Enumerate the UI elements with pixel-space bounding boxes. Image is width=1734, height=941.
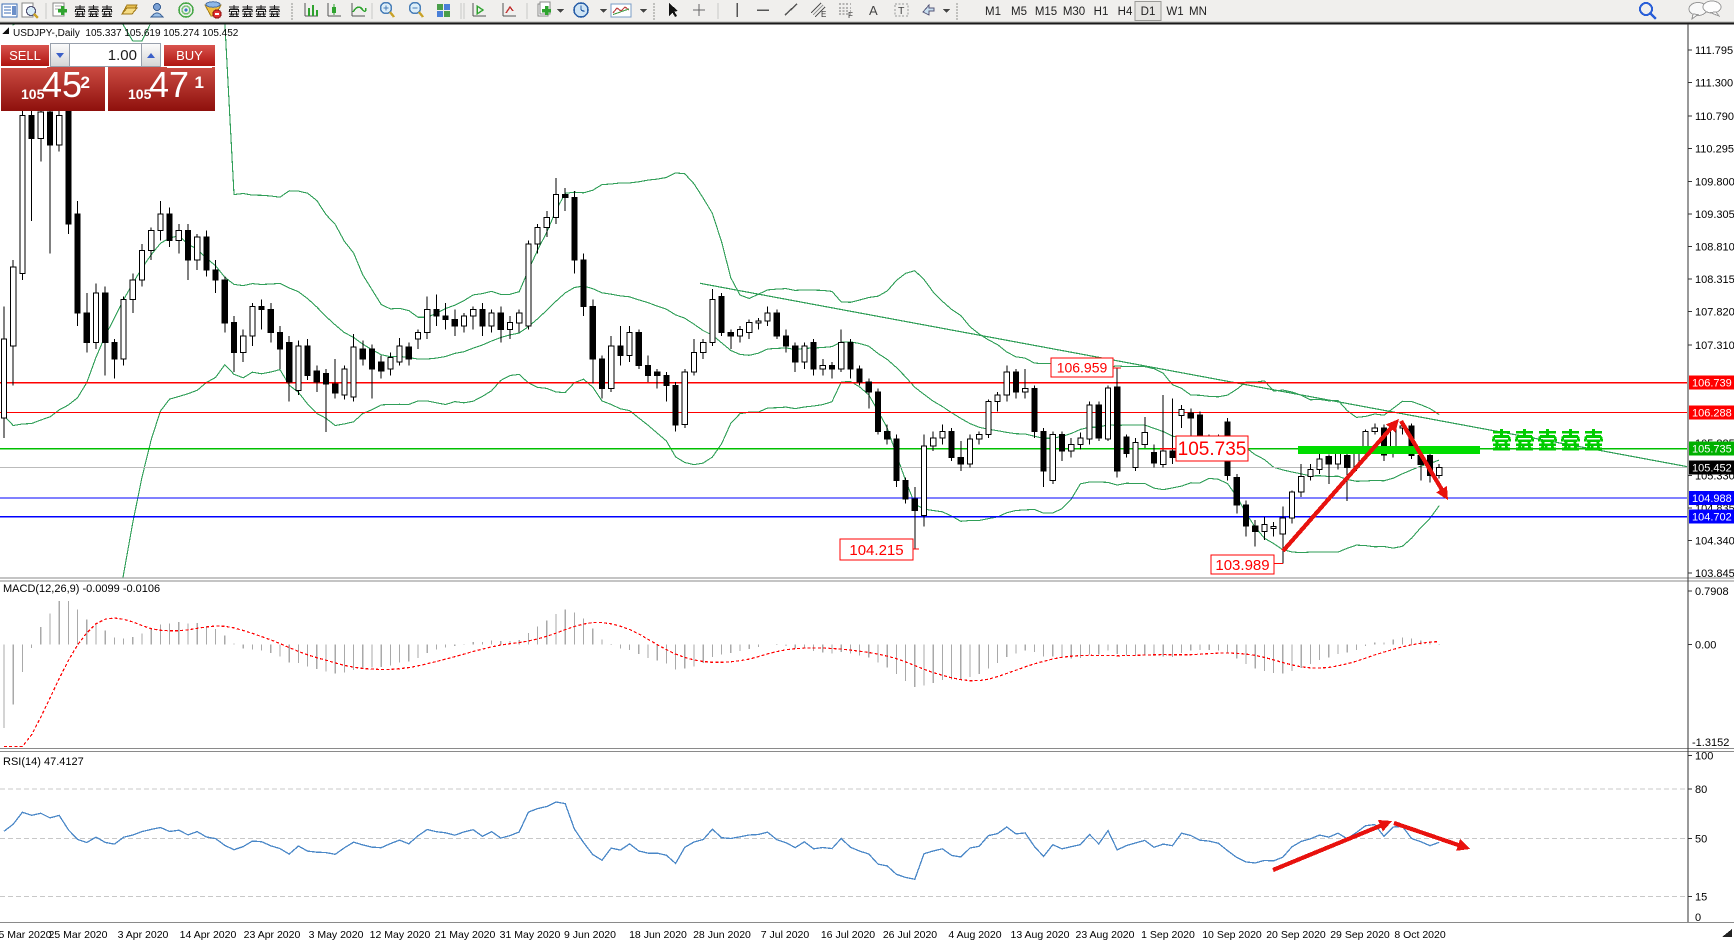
svg-text:104.702: 104.702 (1692, 512, 1732, 524)
svg-text:105.452: 105.452 (1692, 462, 1732, 474)
svg-text:18 Jun 2020: 18 Jun 2020 (629, 929, 687, 941)
svg-text:29 Sep 2020: 29 Sep 2020 (1330, 929, 1390, 941)
svg-text:103.845: 103.845 (1695, 568, 1734, 580)
svg-text:H4: H4 (1118, 6, 1133, 18)
svg-text:1 Sep 2020: 1 Sep 2020 (1141, 929, 1195, 941)
svg-text:31 May 2020: 31 May 2020 (500, 929, 561, 941)
svg-text:100: 100 (1695, 751, 1713, 763)
svg-text:107.310: 107.310 (1695, 340, 1734, 352)
svg-text:D1: D1 (1141, 6, 1156, 18)
svg-text:E: E (821, 10, 826, 19)
svg-text:14 Apr 2020: 14 Apr 2020 (180, 929, 237, 941)
svg-text:104.340: 104.340 (1695, 536, 1734, 548)
svg-text:26 Jul 2020: 26 Jul 2020 (883, 929, 937, 941)
svg-text:3 May 2020: 3 May 2020 (309, 929, 364, 941)
svg-text:103.989: 103.989 (1215, 557, 1269, 574)
svg-text:108.810: 108.810 (1695, 241, 1734, 253)
svg-text:-1.3152: -1.3152 (1692, 737, 1729, 749)
svg-text:107.820: 107.820 (1695, 307, 1734, 319)
svg-text:0.00: 0.00 (1695, 640, 1716, 652)
svg-text:H1: H1 (1094, 6, 1109, 18)
svg-text:T: T (898, 5, 905, 17)
svg-text:RSI(14) 47.4127: RSI(14) 47.4127 (3, 756, 84, 768)
svg-text:M30: M30 (1063, 6, 1085, 18)
svg-text:7 Jul 2020: 7 Jul 2020 (761, 929, 810, 941)
svg-text:M15: M15 (1035, 6, 1057, 18)
svg-text:21 May 2020: 21 May 2020 (435, 929, 496, 941)
svg-text:20 Sep 2020: 20 Sep 2020 (1266, 929, 1326, 941)
svg-text:105.735: 105.735 (1178, 439, 1247, 460)
svg-text:110.790: 110.790 (1695, 111, 1734, 123)
svg-text:0.7908: 0.7908 (1695, 586, 1729, 598)
svg-text:106.288: 106.288 (1692, 407, 1732, 419)
svg-text:10 Sep 2020: 10 Sep 2020 (1202, 929, 1262, 941)
svg-text:M5: M5 (1011, 6, 1027, 18)
svg-text:4 Aug 2020: 4 Aug 2020 (948, 929, 1001, 941)
svg-text:23 Aug 2020: 23 Aug 2020 (1076, 929, 1135, 941)
svg-text:50: 50 (1695, 834, 1707, 846)
svg-text:13 Aug 2020: 13 Aug 2020 (1011, 929, 1070, 941)
svg-text:M1: M1 (985, 6, 1001, 18)
svg-text:3 Apr 2020: 3 Apr 2020 (118, 929, 169, 941)
svg-text:111.300: 111.300 (1695, 78, 1733, 90)
svg-text:109.305: 109.305 (1695, 209, 1734, 221)
svg-text:25 Mar 2020: 25 Mar 2020 (49, 929, 108, 941)
svg-text:F: F (848, 11, 853, 20)
svg-text:A: A (869, 3, 878, 18)
svg-text:8 Oct 2020: 8 Oct 2020 (1394, 929, 1446, 941)
svg-text:105.735: 105.735 (1692, 444, 1732, 456)
svg-text:MACD(12,26,9) -0.0099 -0.0106: MACD(12,26,9) -0.0099 -0.0106 (3, 583, 160, 595)
svg-text:0: 0 (1695, 912, 1701, 924)
svg-text:28 Jun 2020: 28 Jun 2020 (693, 929, 751, 941)
svg-text:MN: MN (1189, 6, 1207, 18)
svg-text:23 Apr 2020: 23 Apr 2020 (244, 929, 301, 941)
svg-text:80: 80 (1695, 784, 1707, 796)
svg-text:106.739: 106.739 (1692, 378, 1732, 390)
svg-text:12 May 2020: 12 May 2020 (370, 929, 431, 941)
svg-text:5 Mar 2020: 5 Mar 2020 (0, 929, 52, 941)
svg-text:16 Jul 2020: 16 Jul 2020 (821, 929, 875, 941)
svg-text:9 Jun 2020: 9 Jun 2020 (564, 929, 616, 941)
svg-text:104.988: 104.988 (1692, 493, 1732, 505)
svg-text:111.795: 111.795 (1695, 45, 1733, 57)
svg-text:106.959: 106.959 (1057, 359, 1108, 375)
svg-text:USDJPY-,Daily 105.337 105.619: USDJPY-,Daily 105.337 105.619 105.274 10… (13, 28, 239, 39)
svg-text:104.215: 104.215 (849, 542, 903, 559)
svg-text:110.295: 110.295 (1695, 144, 1734, 156)
svg-text:W1: W1 (1166, 6, 1183, 18)
svg-text:109.800: 109.800 (1695, 176, 1734, 188)
svg-text:15: 15 (1695, 892, 1707, 904)
svg-text:108.315: 108.315 (1695, 274, 1734, 286)
